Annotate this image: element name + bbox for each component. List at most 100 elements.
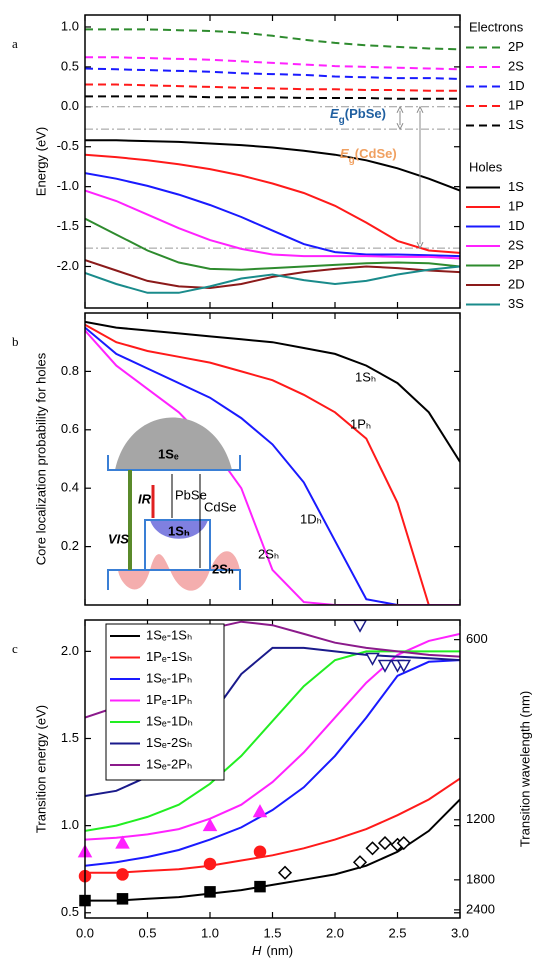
x-tick-label: 0.0: [76, 925, 94, 940]
legend-label: 1Pₑ-1Sₕ: [146, 649, 192, 664]
x-tick-label: 1.0: [201, 925, 219, 940]
marker: [252, 804, 268, 818]
series-line: [85, 67, 460, 80]
curve-label: 1Sₕ: [355, 369, 376, 384]
inset-well: [144, 519, 211, 570]
curve-label: 2Sₕ: [258, 546, 279, 561]
y-tick-label: 0.2: [61, 538, 79, 553]
series-line: [85, 632, 460, 841]
inset-label: CdSe: [204, 499, 237, 514]
inset-diagram: [107, 417, 241, 591]
series-line: [85, 259, 460, 290]
legend-label: 1P: [508, 97, 524, 112]
marker: [352, 855, 368, 870]
annotation-symbol: E: [330, 107, 339, 122]
marker: [203, 857, 217, 871]
series-line: [85, 153, 460, 254]
curve-label: 1Pₕ: [350, 416, 371, 431]
legend-label: 1P: [508, 198, 524, 213]
plot-area: [85, 320, 460, 605]
legend-title: Electrons: [469, 19, 524, 34]
legend-label: 1S: [508, 117, 524, 132]
y-tick-label: -1.5: [57, 218, 79, 233]
y2-tick-label: 2400: [466, 901, 495, 916]
y2-tick-label: 600: [466, 631, 488, 646]
series-line: [85, 320, 460, 463]
panel-label: b: [12, 334, 19, 349]
series-line: [85, 172, 460, 258]
x-tick-label: 3.0: [451, 925, 469, 940]
annotation-subscript: g: [349, 155, 355, 166]
marker: [277, 865, 293, 880]
legend-label: 1Pₑ-1Pₕ: [146, 692, 192, 707]
inset-valence-band: [107, 569, 241, 590]
y-axis-label: Transition energy (eV): [33, 705, 48, 833]
panel-label: a: [12, 36, 18, 51]
annotation-text: (PbSe): [345, 107, 386, 122]
legend-label: 2D: [508, 276, 525, 291]
marker: [116, 868, 129, 881]
x-axis-variable: H: [252, 943, 262, 958]
legend-label: 1Sₑ-1Sₕ: [146, 627, 192, 642]
y-axis-label: Energy (eV): [33, 127, 48, 196]
y-tick-label: 1.0: [61, 18, 79, 33]
legend-label: 1Sₑ-2Sₕ: [146, 735, 192, 750]
annotation-symbol: E: [340, 147, 349, 162]
marker: [396, 659, 412, 673]
series-line: [85, 56, 460, 71]
y-tick-label: -0.5: [57, 138, 79, 153]
inset-label: IR: [138, 491, 152, 506]
marker: [365, 841, 380, 856]
annotation: Eg(CdSe): [340, 147, 397, 166]
annotation-subscript: g: [339, 115, 345, 126]
inset-label: 1Sₕ: [168, 523, 190, 538]
y-tick-label: 1.0: [61, 817, 79, 832]
legend-label: 2S: [508, 237, 524, 252]
x-tick-label: 2.0: [326, 925, 344, 940]
series-line: [85, 326, 460, 605]
marker: [254, 880, 266, 893]
series-line: [85, 265, 460, 294]
y-axis-label: Core localization probability for holes: [33, 352, 48, 565]
x-tick-label: 1.5: [263, 925, 281, 940]
legend-label: 2P: [508, 257, 524, 272]
y-tick-label: 0.5: [61, 904, 79, 919]
annotation: Eg(PbSe): [330, 107, 386, 126]
gap-arrowhead: [416, 105, 424, 250]
y-tick-label: 0.0: [61, 98, 79, 113]
plot-frame: [84, 14, 461, 309]
marker: [115, 835, 130, 849]
legend-label: 1Sₑ-2Pₕ: [146, 756, 192, 771]
series-line: [85, 189, 460, 260]
inset-electron-density: [115, 417, 232, 470]
plot-frame: [84, 312, 461, 606]
y-tick-label: 0.6: [61, 421, 79, 436]
legend-label: 1S: [508, 179, 524, 194]
marker: [352, 619, 368, 633]
plot-area: [85, 28, 460, 294]
y2-tick-label: 1800: [466, 871, 495, 886]
legend-label: 1Sₑ-1Pₕ: [146, 670, 192, 685]
series-line: [85, 777, 460, 874]
series-line: [85, 83, 460, 92]
series-line: [85, 139, 460, 192]
curve-label: 1Dₕ: [300, 511, 322, 526]
inset-label: 2Sₕ: [212, 561, 234, 576]
marker: [365, 652, 380, 666]
legend-label: 1D: [508, 218, 525, 233]
legend-label: 1D: [508, 78, 525, 93]
y-tick-label: -2.0: [57, 258, 79, 273]
legend-label: 2S: [508, 58, 524, 73]
legend-label: 3S: [508, 296, 524, 311]
y-tick-label: 0.5: [61, 58, 79, 73]
x-axis-unit: (nm): [266, 943, 293, 958]
marker: [253, 845, 267, 859]
series-line: [85, 323, 460, 605]
legend-label: 1Sₑ-1Dₕ: [146, 713, 193, 728]
inset-label: 1Sₑ: [158, 446, 179, 461]
legend-title: Holes: [469, 159, 503, 174]
marker: [377, 836, 393, 851]
x-tick-label: 0.5: [138, 925, 156, 940]
y-tick-label: 0.4: [61, 480, 79, 495]
